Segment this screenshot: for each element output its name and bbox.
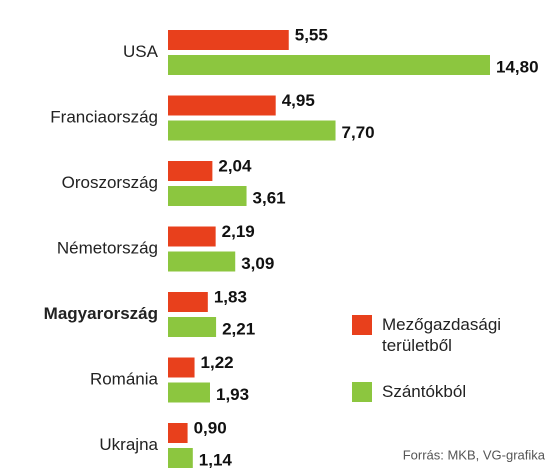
value-label: 5,55 <box>295 25 328 44</box>
category-label: Németország <box>57 238 158 257</box>
value-label: 2,04 <box>218 156 252 175</box>
category-label: Oroszország <box>62 173 158 192</box>
value-label: 2,19 <box>222 222 255 241</box>
value-label: 1,22 <box>201 353 234 372</box>
bar <box>168 55 490 75</box>
category-label: Románia <box>90 369 159 388</box>
legend-label: Szántókból <box>382 382 467 401</box>
bar <box>168 30 289 50</box>
value-label: 1,83 <box>214 287 247 306</box>
bar <box>168 382 210 403</box>
category-label: USA <box>123 42 159 61</box>
bar <box>168 357 195 378</box>
bar <box>168 120 336 141</box>
bar <box>168 448 193 468</box>
category-label: Ukrajna <box>99 435 158 454</box>
legend-label: Mezőgazdasági területből <box>382 315 502 355</box>
value-label: 3,09 <box>241 254 274 273</box>
value-label: 0,90 <box>194 418 227 437</box>
bar <box>168 292 208 312</box>
value-label: 2,21 <box>222 319 255 338</box>
bar <box>168 317 217 337</box>
bar <box>168 161 213 181</box>
value-label: 1,93 <box>216 385 249 404</box>
bar <box>168 423 188 443</box>
category-label: Magyarország <box>44 304 158 323</box>
legend-swatch <box>352 382 372 402</box>
bar <box>168 251 236 272</box>
source-note: Forrás: MKB, VG-grafika <box>403 447 546 462</box>
bar <box>168 186 247 206</box>
bar <box>168 95 276 116</box>
bar <box>168 226 216 247</box>
value-label: 4,95 <box>282 91 315 110</box>
legend-swatch <box>352 315 372 335</box>
category-label: Franciaország <box>50 107 158 126</box>
value-label: 1,14 <box>199 450 233 469</box>
value-label: 7,70 <box>342 123 375 142</box>
value-label: 3,61 <box>253 188 286 207</box>
value-label: 14,80 <box>496 57 539 76</box>
